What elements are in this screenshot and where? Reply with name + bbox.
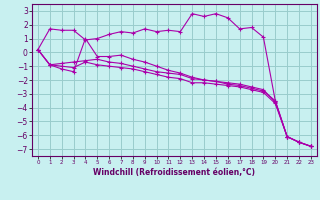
X-axis label: Windchill (Refroidissement éolien,°C): Windchill (Refroidissement éolien,°C): [93, 168, 255, 177]
